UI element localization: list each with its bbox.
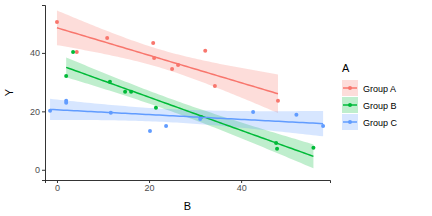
y-tick-label: 40 [30, 48, 40, 58]
point [64, 74, 68, 78]
point [213, 84, 217, 88]
point [154, 106, 158, 110]
point [151, 41, 155, 45]
x-tick-label: 0 [55, 183, 60, 193]
point [275, 147, 279, 151]
legend-key [342, 97, 358, 113]
point [75, 50, 79, 54]
y-axis-line [42, 6, 46, 181]
y-tick-label: 20 [30, 107, 40, 117]
legend-key-point [348, 86, 352, 90]
legend-item: Group B [342, 97, 397, 113]
point [55, 20, 59, 24]
point [148, 129, 152, 133]
point [164, 124, 168, 128]
point [123, 90, 127, 94]
point [71, 50, 75, 54]
legend: A Group A Group B Group C [342, 62, 398, 130]
y-tick: 0 [35, 165, 45, 175]
x-tick: 0 [55, 180, 60, 193]
point [203, 49, 207, 53]
point [170, 67, 174, 71]
x-tick: 20 [145, 180, 155, 193]
x-tick-label: 40 [237, 183, 247, 193]
point [105, 36, 109, 40]
legend-item: Group C [342, 114, 398, 130]
y-tick: 20 [30, 107, 45, 117]
point [321, 124, 325, 128]
legend-key [342, 114, 358, 130]
legend-key-point [348, 103, 352, 107]
legend-label: Group C [363, 118, 398, 128]
x-axis: 0 20 40 [46, 180, 331, 193]
x-axis-line [46, 181, 331, 184]
y-axis-title: Y [3, 88, 15, 96]
x-axis-title: B [184, 200, 191, 212]
legend-title: A [342, 62, 350, 74]
x-tick-label: 20 [145, 183, 155, 193]
y-tick-mark [42, 53, 45, 54]
point [294, 113, 298, 117]
x-tick: 40 [237, 180, 247, 193]
confidence-band [57, 10, 278, 113]
y-tick-mark [42, 111, 45, 112]
plot-area [48, 10, 325, 168]
legend-label: Group B [363, 101, 397, 111]
legend-item: Group A [342, 80, 396, 96]
chart: 0 20 40 0 20 40 B Y A Group A Group B Group C [0, 0, 432, 216]
point [64, 101, 68, 105]
confidence-band [50, 99, 323, 137]
y-tick-label: 0 [35, 165, 40, 175]
y-tick: 40 [30, 48, 45, 58]
fit-line [57, 28, 278, 94]
y-tick-mark [42, 170, 45, 171]
legend-label: Group A [363, 84, 396, 94]
point [251, 110, 255, 114]
point [311, 146, 315, 150]
fit-line [50, 109, 323, 123]
point [276, 99, 280, 103]
y-axis: 0 20 40 [30, 6, 46, 181]
legend-key [342, 80, 358, 96]
legend-key-point [348, 120, 352, 124]
